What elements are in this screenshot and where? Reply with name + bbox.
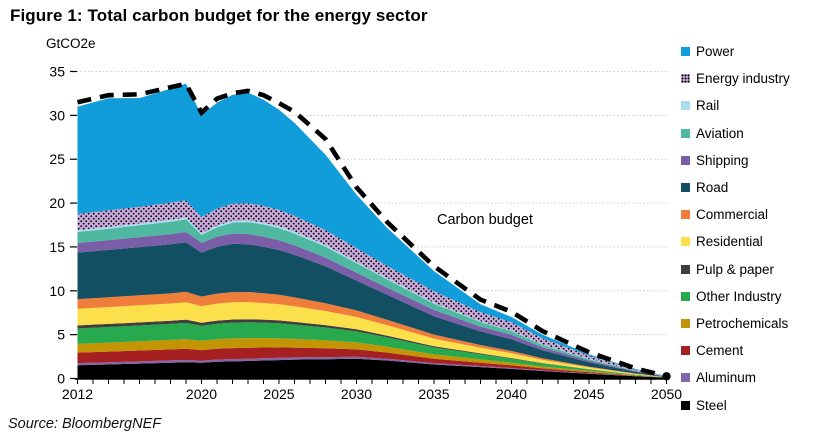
area-commercial [77,291,667,378]
legend-label: Aluminum [696,370,757,386]
legend-swatch [681,318,690,328]
legend-label: Petrochemicals [696,315,789,331]
legend-item-steel: Steel [681,391,827,418]
legend-item-other-industry: Other Industry [681,283,827,310]
y-tick-label: 20 [49,195,65,211]
legend-swatch [681,183,690,193]
legend-swatch [681,47,690,57]
x-tick-label: 2012 [62,386,93,402]
x-tick-label: 2030 [341,386,372,402]
legend-item-road: Road [681,174,827,201]
legend-label: Aviation [696,125,744,141]
area-shipping [77,232,667,377]
legend-item-cement: Cement [681,337,827,364]
legend-label: Shipping [696,152,749,168]
gridlines [77,71,668,336]
carbon-budget-annotation: Carbon budget [437,212,533,228]
y-tick-label: 35 [49,64,65,80]
legend-item-aviation: Aviation [681,120,827,147]
legend-swatch [681,155,690,165]
legend-label: Rail [696,98,720,114]
area-residential [77,302,667,378]
y-tick-label: 25 [49,151,65,167]
legend-item-residential: Residential [681,228,827,255]
legend-swatch [681,291,690,301]
legend-swatch [681,264,690,274]
figure-title: Figure 1: Total carbon budget for the en… [10,6,428,25]
legend-label: Commercial [696,207,769,223]
legend-swatch [681,128,690,138]
y-axis-unit-label: GtCO2e [46,36,96,51]
area-road [77,242,667,378]
legend-item-rail: Rail [681,92,827,119]
legend-swatch [681,101,690,111]
area-aviation [77,219,667,377]
x-tick-label: 2045 [573,386,604,402]
legend-swatch [681,346,690,356]
legend-item-power: Power [681,38,827,65]
legend-label: Cement [696,343,744,359]
legend-swatch [681,373,690,383]
legend-label: Pulp & paper [696,261,775,277]
area-energy-industry [77,200,667,377]
legend-label: Power [696,44,735,60]
legend-item-petrochemicals: Petrochemicals [681,310,827,337]
legend-label: Other Industry [696,288,782,304]
area-other-industry [77,322,667,378]
legend-item-commercial: Commercial [681,201,827,228]
legend-label: Road [696,180,729,196]
legend-label: Energy industry [696,71,790,87]
x-tick-label: 2040 [496,386,527,402]
legend-item-shipping: Shipping [681,147,827,174]
axes [70,70,668,384]
y-tick-label: 5 [57,327,65,343]
source-credit: Source: BloombergNEF [8,416,162,432]
legend-swatch [681,74,690,84]
area-steel [77,358,667,379]
y-tick-label: 30 [49,107,65,123]
legend-item-aluminum: Aluminum [681,364,827,391]
y-tick-label: 0 [57,371,65,387]
area-series [77,83,667,379]
legend-swatch [681,237,690,247]
legend-swatch [681,400,690,410]
x-tick-label: 2020 [186,386,217,402]
area-cement [77,347,667,378]
x-tick-label: 2025 [263,386,294,402]
y-tick-label: 15 [49,239,65,255]
chart-legend: Power Energy industry Rail Aviation Shipping… [681,38,827,419]
legend-label: Steel [696,397,727,413]
legend-item-pulp-paper: Pulp & paper [681,256,827,283]
y-tick-label: 10 [49,283,65,299]
x-tick-label: 2050 [651,386,682,402]
area-power [77,83,667,377]
legend-label: Residential [696,234,763,250]
legend-item-energy-industry: Energy industry [681,65,827,92]
area-pulp-paper [77,319,667,378]
area-petrochemicals [77,338,667,378]
x-tick-label: 2035 [418,386,449,402]
legend-swatch [681,210,690,220]
